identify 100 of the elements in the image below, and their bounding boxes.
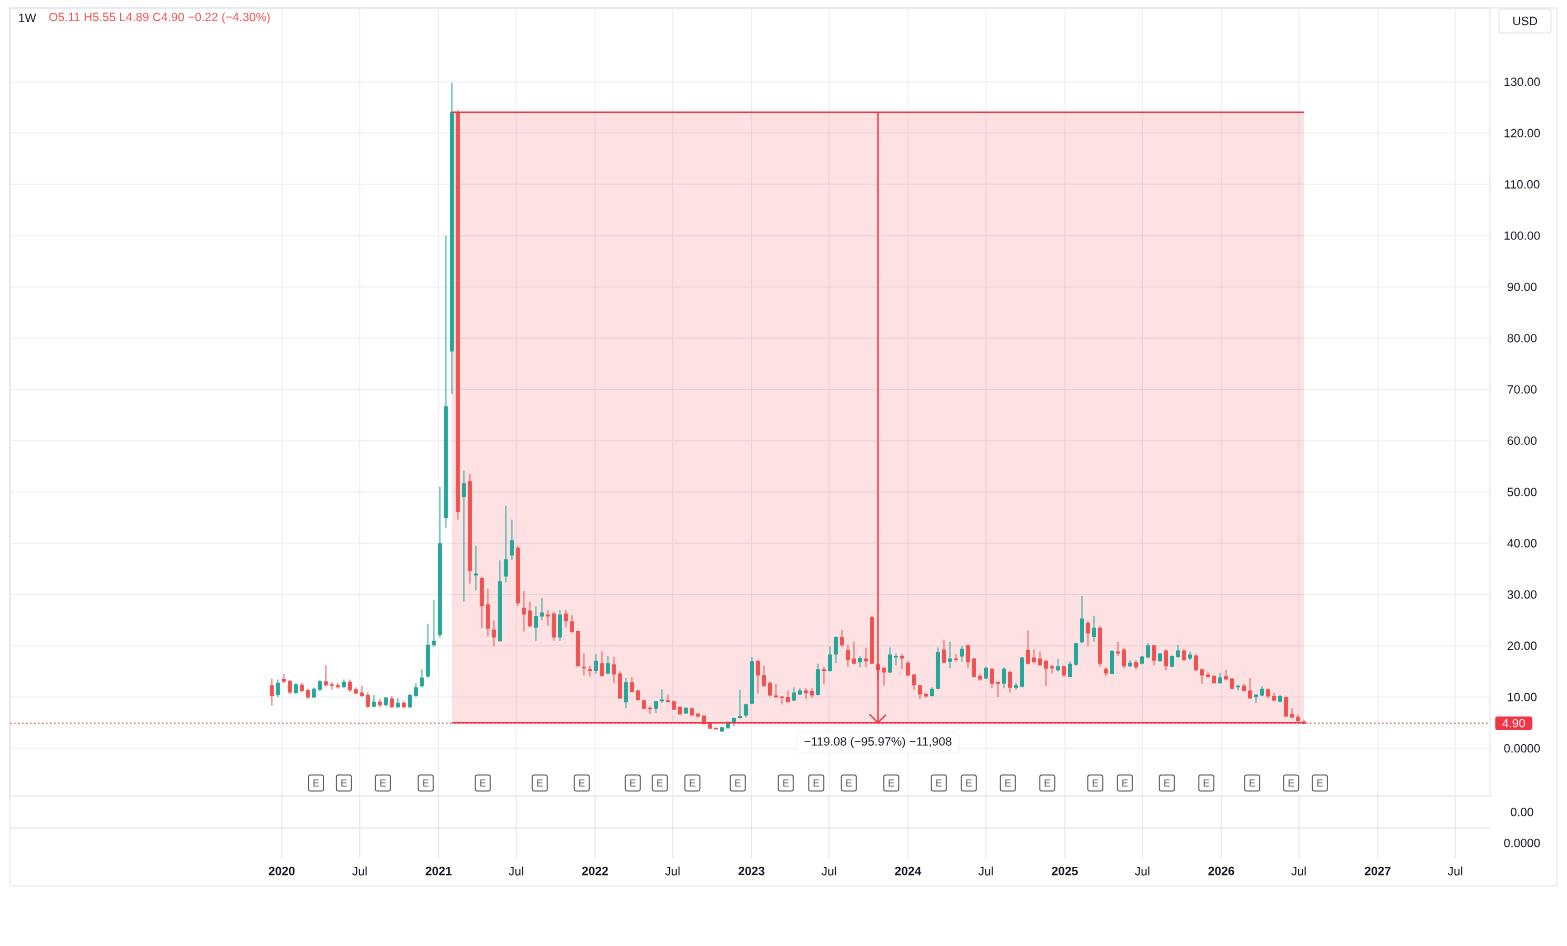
candlestick [653, 700, 658, 714]
candlestick [1079, 595, 1084, 644]
annotation: E [657, 779, 663, 787]
candlestick [1266, 688, 1271, 700]
candlestick [671, 700, 676, 711]
annotation: E [579, 779, 585, 787]
candlestick [599, 650, 604, 678]
ref-line-label: 4.90 [1502, 718, 1525, 728]
candlestick [497, 559, 502, 643]
candlestick [1007, 669, 1012, 693]
candlestick [1302, 719, 1307, 724]
candlestick [1290, 707, 1295, 719]
candlestick [473, 545, 478, 591]
candlestick [1218, 672, 1222, 685]
x-tick-label: 2025 [1051, 866, 1078, 876]
candlestick [407, 693, 412, 709]
x-tick-label: 2020 [268, 866, 295, 876]
candlestick [785, 689, 790, 703]
candlestick [563, 609, 568, 628]
candlestick [521, 590, 526, 632]
candlestick [791, 686, 796, 702]
annotation: E [1288, 779, 1295, 787]
candlestick [395, 697, 400, 709]
candlestick [593, 653, 598, 674]
candlestick [617, 670, 622, 700]
candlestick [569, 614, 574, 634]
x-tick-label: 2026 [1208, 866, 1235, 876]
y-tick-label: 80.00 [1507, 333, 1537, 343]
candlestick [1091, 615, 1096, 643]
candlestick [851, 641, 856, 665]
candlestick [965, 644, 970, 669]
annotation: E [1005, 779, 1011, 787]
annotation: E [630, 779, 636, 787]
candlestick [359, 685, 364, 698]
candlestick [1019, 656, 1024, 688]
annotation: E [1044, 779, 1051, 787]
candlestick [641, 699, 646, 710]
candlestick [863, 647, 868, 668]
candlestick [581, 652, 586, 677]
annotation: E [735, 779, 741, 787]
candlestick [833, 636, 838, 664]
candlestick [737, 689, 742, 720]
candlestick [839, 629, 844, 648]
candlestick [797, 687, 802, 696]
x-tick-label: Jul [665, 866, 680, 876]
candlestick [1121, 647, 1126, 669]
candlestick [575, 629, 580, 667]
annotation: E [783, 779, 789, 787]
candlestick [383, 696, 388, 707]
candlestick [989, 667, 994, 689]
candlestick [1103, 666, 1108, 678]
candlestick [683, 706, 688, 715]
candlestick [515, 545, 520, 607]
candlestick [1037, 650, 1042, 667]
candlestick [317, 679, 322, 692]
candlestick [1248, 677, 1253, 700]
candlestick [977, 672, 982, 682]
annotation: E [1122, 779, 1128, 787]
candlestick [719, 726, 724, 733]
annotation: E [813, 779, 820, 787]
candlestick [587, 665, 592, 678]
candlestick [611, 656, 616, 684]
x-tick-label: Jul [1447, 866, 1463, 876]
candlestick [1001, 666, 1006, 689]
x-tick-label: Jul [1291, 866, 1306, 876]
candlestick [539, 597, 544, 621]
candlestick [749, 656, 754, 705]
candlestick [557, 609, 562, 642]
candlestick [299, 682, 304, 693]
candlestick [1073, 642, 1078, 667]
annotation: E [1164, 779, 1170, 787]
candlestick [1230, 677, 1235, 690]
candlestick [773, 683, 778, 699]
candlestick [485, 588, 490, 638]
candlestick [713, 727, 718, 731]
candlestick [1188, 650, 1192, 661]
y-tick-label: 60.00 [1507, 436, 1537, 445]
x-tick-label: Jul [508, 866, 524, 876]
annotation: E [888, 779, 895, 787]
candlestick [443, 235, 448, 529]
candlestick [1140, 655, 1144, 665]
candlestick [689, 707, 694, 717]
y-tick-label: 90.00 [1507, 282, 1537, 292]
annotation: E [1249, 779, 1256, 787]
candlestick [827, 645, 832, 672]
y-tick-label: 130.00 [1504, 77, 1540, 87]
candlestick [935, 646, 940, 690]
candlestick [893, 652, 898, 666]
candlestick [305, 688, 310, 700]
candlestick [1278, 694, 1283, 703]
x-tick-label: 2023 [738, 866, 765, 876]
candlestick [917, 684, 922, 700]
annotation: E [1317, 779, 1323, 787]
candlestick [401, 700, 406, 709]
candlestick [647, 705, 652, 715]
annotation: E [341, 779, 347, 787]
candlestick [491, 619, 496, 647]
candlestick [1097, 625, 1102, 668]
x-tick-label: 2021 [425, 866, 452, 876]
candlestick [1043, 659, 1048, 687]
